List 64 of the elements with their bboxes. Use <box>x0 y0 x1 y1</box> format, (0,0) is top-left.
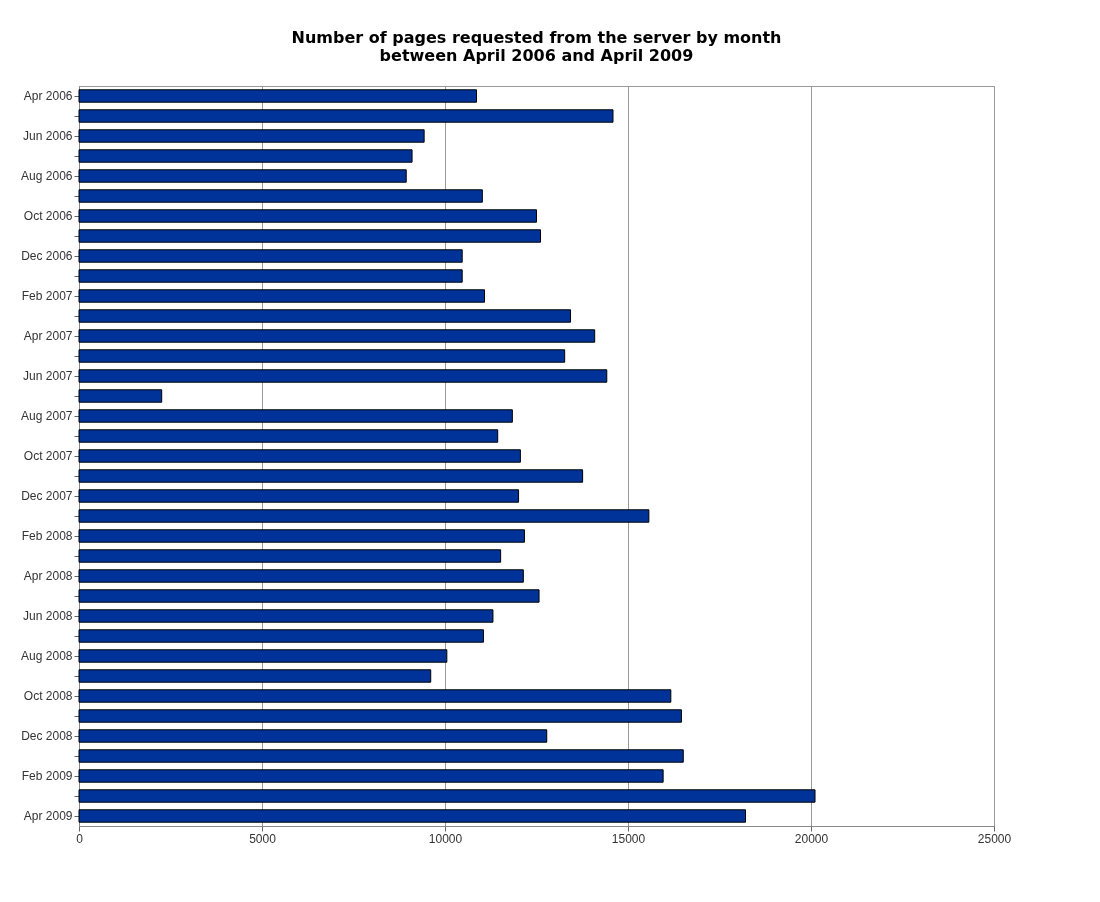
bar <box>78 609 494 623</box>
bar <box>78 309 572 323</box>
x-tick-label: 0 <box>76 831 84 846</box>
bar <box>78 249 463 263</box>
bar <box>78 709 682 723</box>
bar <box>78 89 477 103</box>
y-tick-label: Dec 2008 <box>21 729 73 743</box>
bar <box>78 749 684 763</box>
bar <box>78 269 463 283</box>
bar <box>78 409 513 423</box>
y-tick-label: Apr 2008 <box>23 569 73 583</box>
bar <box>78 369 608 383</box>
bar <box>78 549 502 563</box>
y-tick-label: Oct 2007 <box>23 449 73 463</box>
bar <box>78 189 483 203</box>
bar <box>78 329 596 343</box>
y-tick-label: Aug 2008 <box>21 649 73 663</box>
bar <box>78 489 520 503</box>
bar <box>78 789 816 803</box>
x-tick-label: 10000 <box>428 831 463 846</box>
bar <box>78 809 746 823</box>
bar <box>78 669 432 683</box>
y-tick-label: Feb 2007 <box>21 289 73 303</box>
bar <box>78 149 413 163</box>
bar <box>78 589 540 603</box>
bar <box>78 629 484 643</box>
y-tick-label: Jun 2006 <box>23 129 73 143</box>
y-tick-label: Oct 2008 <box>23 689 73 703</box>
bar <box>78 209 537 223</box>
bar <box>78 729 548 743</box>
y-tick-label: Aug 2006 <box>21 169 73 183</box>
y-tick-label: Dec 2006 <box>21 249 73 263</box>
x-tick-label: 5000 <box>249 831 277 846</box>
y-tick-label: Aug 2007 <box>21 409 73 423</box>
y-tick-label: Dec 2007 <box>21 489 73 503</box>
x-tick-label: 20000 <box>794 831 829 846</box>
bar <box>78 289 486 303</box>
bar <box>78 429 499 443</box>
bar <box>78 649 448 663</box>
y-tick-label: Feb 2009 <box>21 769 73 783</box>
y-tick-label: Apr 2009 <box>23 809 73 823</box>
y-tick-label: Jun 2008 <box>23 609 73 623</box>
bar <box>78 129 425 143</box>
x-tick-label: 15000 <box>611 831 646 846</box>
bar <box>78 569 524 583</box>
text: between April 2006 and April 2009 <box>379 46 694 65</box>
bar <box>78 689 672 703</box>
y-tick-label: Apr 2007 <box>23 329 73 343</box>
bar <box>78 509 650 523</box>
text: Number of pages requested from the server by month <box>291 28 782 47</box>
bar <box>78 449 521 463</box>
bar <box>78 469 584 483</box>
y-tick-label: Jun 2007 <box>23 369 73 383</box>
bar <box>78 769 664 783</box>
bar <box>78 169 407 183</box>
bar <box>78 109 614 123</box>
bar <box>78 529 525 543</box>
bar <box>78 349 566 363</box>
y-tick-label: Oct 2006 <box>23 209 73 223</box>
bar <box>78 389 163 403</box>
y-tick-label: Feb 2008 <box>21 529 73 543</box>
y-tick-label: Apr 2006 <box>23 89 73 103</box>
bar <box>78 229 542 243</box>
x-tick-label: 25000 <box>977 831 1012 846</box>
